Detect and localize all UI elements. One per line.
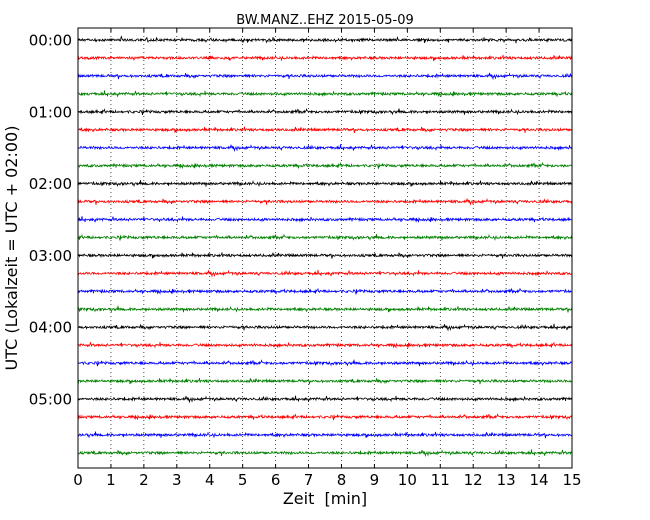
trace-0300 [77,252,573,259]
chart-title: BW.MANZ..EHZ 2015-05-09 [236,13,414,28]
x-tick-label: 13 [497,471,516,489]
y-tick-label: 05:00 [29,391,72,409]
x-tick-label: 6 [271,471,281,489]
trace-0415 [77,341,573,349]
y-tick-label: 00:00 [29,32,72,50]
trace-0015 [77,54,573,62]
y-tick-label: 03:00 [29,247,72,265]
trace-0200 [77,180,573,188]
trace-0145 [77,161,573,170]
trace-0215 [77,198,573,206]
trace-0045 [77,90,573,98]
trace-0345 [77,305,573,313]
plot-frame [77,27,573,469]
trace-0130 [77,144,573,153]
trace-0530 [77,431,573,439]
trace-0245 [77,233,573,241]
trace-0400 [77,323,573,332]
trace-0545 [77,449,573,458]
x-tick-label: 5 [238,471,248,489]
trace-0445 [77,377,573,385]
trace-0430 [77,359,573,367]
trace-0115 [77,126,573,134]
y-axis-ticks: 00:00 01:00 02:00 03:00 04:00 05:00 [29,32,572,409]
y-tick-label: 04:00 [29,319,72,337]
trace-0500 [77,395,573,404]
y-axis-label: UTC (Lokalzeit = UTC + 02:00) [2,126,21,371]
x-tick-label: 7 [304,471,314,489]
x-tick-label: 8 [337,471,347,489]
vertical-grid [110,28,540,468]
seismogram-traces [77,35,573,458]
x-tick-label: 1 [106,471,116,489]
x-axis-ticks: 0 1 2 3 4 5 6 7 8 9 10 11 12 13 14 15 [73,28,582,489]
x-tick-label: 10 [398,471,417,489]
y-tick-label: 01:00 [29,103,72,121]
trace-0030 [77,72,573,81]
trace-0515 [77,413,573,421]
trace-0000 [77,35,573,44]
x-tick-label: 14 [530,471,549,489]
trace-0230 [77,216,573,223]
x-tick-label: 12 [464,471,483,489]
x-tick-label: 15 [562,471,581,489]
x-tick-label: 4 [205,471,215,489]
trace-0100 [77,107,573,116]
trace-0315 [77,269,573,278]
x-tick-label: 11 [431,471,450,489]
trace-0330 [77,287,573,295]
y-tick-label: 02:00 [29,175,72,193]
x-tick-label: 0 [73,471,83,489]
x-tick-label: 9 [370,471,380,489]
x-tick-label: 3 [172,471,182,489]
x-axis-label: Zeit [min] [283,489,367,508]
x-tick-label: 2 [139,471,149,489]
